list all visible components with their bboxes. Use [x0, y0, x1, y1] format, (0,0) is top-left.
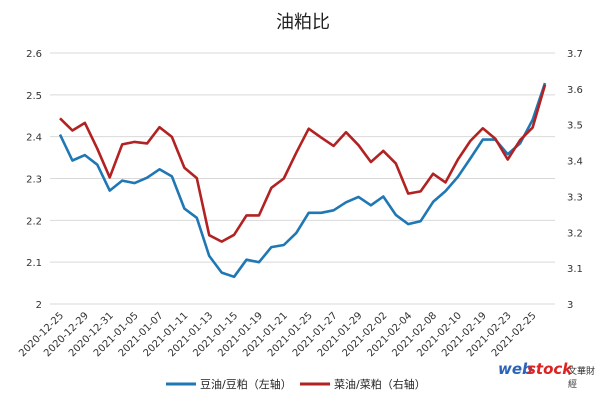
- y-right-tick-label: 3.1: [567, 264, 583, 275]
- y-right-tick-label: 3.2: [567, 228, 583, 239]
- series-line-2: [59, 84, 547, 243]
- y-right-tick-label: 3.5: [567, 121, 583, 132]
- x-axis: 2020-12-252020-12-292020-12-312021-01-05…: [17, 310, 538, 359]
- y-right-tick-label: 3.3: [567, 192, 583, 203]
- y-left-tick-label: 2.4: [26, 133, 42, 144]
- y-left-tick-label: 2.2: [26, 216, 42, 227]
- logo-text-web: web: [498, 360, 533, 378]
- y-left-tick-label: 2.1: [26, 258, 42, 269]
- series-line-1: [58, 82, 547, 279]
- legend-label-series-2: 菜油/菜粕（右轴）: [334, 377, 426, 391]
- watermark-logo: web stock 文華財經: [498, 360, 598, 390]
- grid-lines: [50, 52, 555, 305]
- logo-text-cn: 文華財經: [568, 367, 596, 390]
- legend-label-series-1: 豆油/豆粕（左轴）: [200, 377, 292, 391]
- y-right-tick-label: 3: [567, 300, 573, 311]
- y-right-axis: 3 3.1 3.2 3.3 3.4 3.5 3.6 3.7: [567, 49, 583, 311]
- y-left-tick-label: 2: [36, 300, 42, 311]
- y-left-tick-label: 2.3: [26, 175, 42, 186]
- y-right-tick-label: 3.4: [567, 157, 583, 168]
- logo-text-stock: stock: [527, 360, 573, 378]
- y-left-tick-label: 2.6: [26, 49, 42, 60]
- y-right-tick-label: 3.7: [567, 49, 583, 60]
- series-lines: [58, 82, 547, 279]
- legend: 豆油/豆粕（左轴） 菜油/菜粕（右轴）: [166, 377, 426, 391]
- y-left-tick-label: 2.5: [26, 91, 42, 102]
- y-left-axis: 2 2.1 2.2 2.3 2.4 2.5 2.6: [26, 49, 42, 311]
- y-right-tick-label: 3.6: [567, 85, 583, 96]
- chart-title: 油粕比: [276, 12, 330, 33]
